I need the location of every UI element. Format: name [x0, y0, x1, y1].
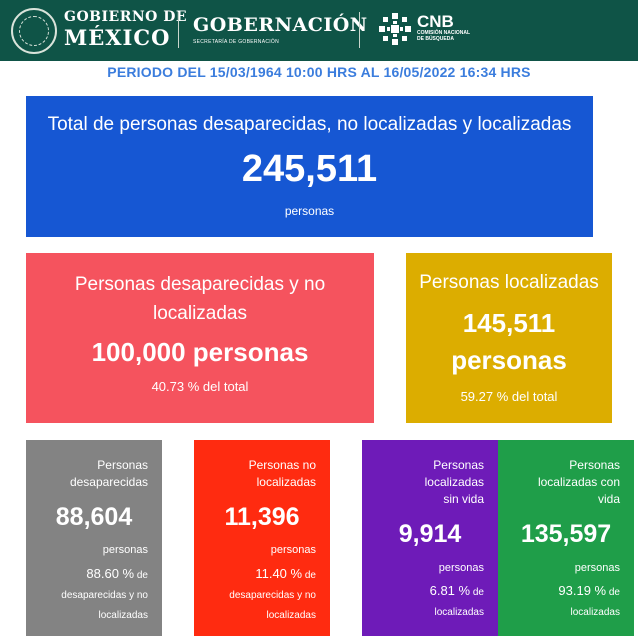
mexico-emblem-icon [11, 8, 57, 54]
gobierno-de-mexico-logo[interactable]: GOBIERNO DE MÉXICO [64, 10, 187, 48]
card-number: 9,914 [398, 520, 462, 548]
desaparecidas-small-card: Personas desaparecidas 88,604 personas 8… [26, 440, 162, 636]
header-divider [359, 12, 360, 48]
card-unit: personas [270, 544, 316, 556]
sin-vida-small-card: Personas localizadas sin vida 9,914 pers… [362, 440, 498, 636]
desaparecidas-card: Personas desaparecidas y no localizadas … [26, 253, 374, 423]
card-number: 88,604 [55, 503, 133, 531]
card-unit: personas [574, 562, 620, 574]
card-title: Personas localizadas sin vida [424, 458, 484, 506]
card-title: Personas localizadas con vida [537, 458, 620, 506]
localizadas-number: 145,511 personas [451, 308, 567, 375]
header-bar: GOBIERNO DE MÉXICO GOBERNACIÓN SECRETARÍ… [0, 0, 638, 61]
cnb-subtitle-line2: DE BÚSQUEDA [417, 35, 454, 42]
localizadas-card: Personas localizadas 145,511 personas 59… [406, 253, 612, 423]
card-title: Personas no localizadas [248, 458, 316, 489]
localizadas-percent: 59.27 % del total [460, 389, 558, 404]
no-localizadas-small-card: Personas no localizadas 11,396 personas … [194, 440, 330, 636]
header-divider [178, 12, 179, 48]
gob-line1: GOBIERNO DE [64, 9, 188, 25]
card-number: 135,597 [520, 520, 612, 548]
card-percent: 6.81 % de localizadas [429, 583, 484, 618]
gobernacion-logo[interactable]: GOBERNACIÓN [193, 14, 368, 36]
total-card: Total de personas desaparecidas, no loca… [26, 96, 593, 237]
card-number: 11,396 [224, 503, 300, 531]
period-heading: PERIODO DEL 15/03/1964 10:00 HRS AL 16/0… [107, 64, 531, 80]
card-percent: 93.19 % de localizadas [558, 583, 620, 618]
total-number: 245,511 [241, 148, 378, 190]
gobernacion-subtitle: SECRETARÍA DE GOBERNACIÓN [193, 39, 280, 45]
cnb-logo-text[interactable]: CNB [417, 12, 454, 31]
con-vida-small-card: Personas localizadas con vida 135,597 pe… [498, 440, 634, 636]
desaparecidas-number: 100,000 personas [91, 337, 309, 367]
card-percent: 88.60 % de desaparecidas y no localizada… [61, 566, 148, 621]
desaparecidas-title: Personas desaparecidas y no localizadas [74, 274, 326, 324]
card-title: Personas desaparecidas [69, 458, 148, 489]
total-title: Total de personas desaparecidas, no loca… [47, 114, 572, 135]
desaparecidas-percent: 40.73 % del total [151, 379, 249, 394]
localizadas-title: Personas localizadas [419, 272, 599, 293]
card-percent: 11.40 % de desaparecidas y no localizada… [229, 566, 316, 621]
card-unit: personas [438, 562, 484, 574]
gob-line2: MÉXICO [64, 25, 171, 50]
total-unit: personas [284, 204, 335, 218]
cnb-subtitle-line1: COMISIÓN NACIONAL [417, 30, 471, 36]
card-unit: personas [102, 544, 148, 556]
cnb-logo-icon [379, 13, 411, 45]
cnb-subtitle: COMISIÓN NACIONAL DE BÚSQUEDA [417, 30, 471, 42]
